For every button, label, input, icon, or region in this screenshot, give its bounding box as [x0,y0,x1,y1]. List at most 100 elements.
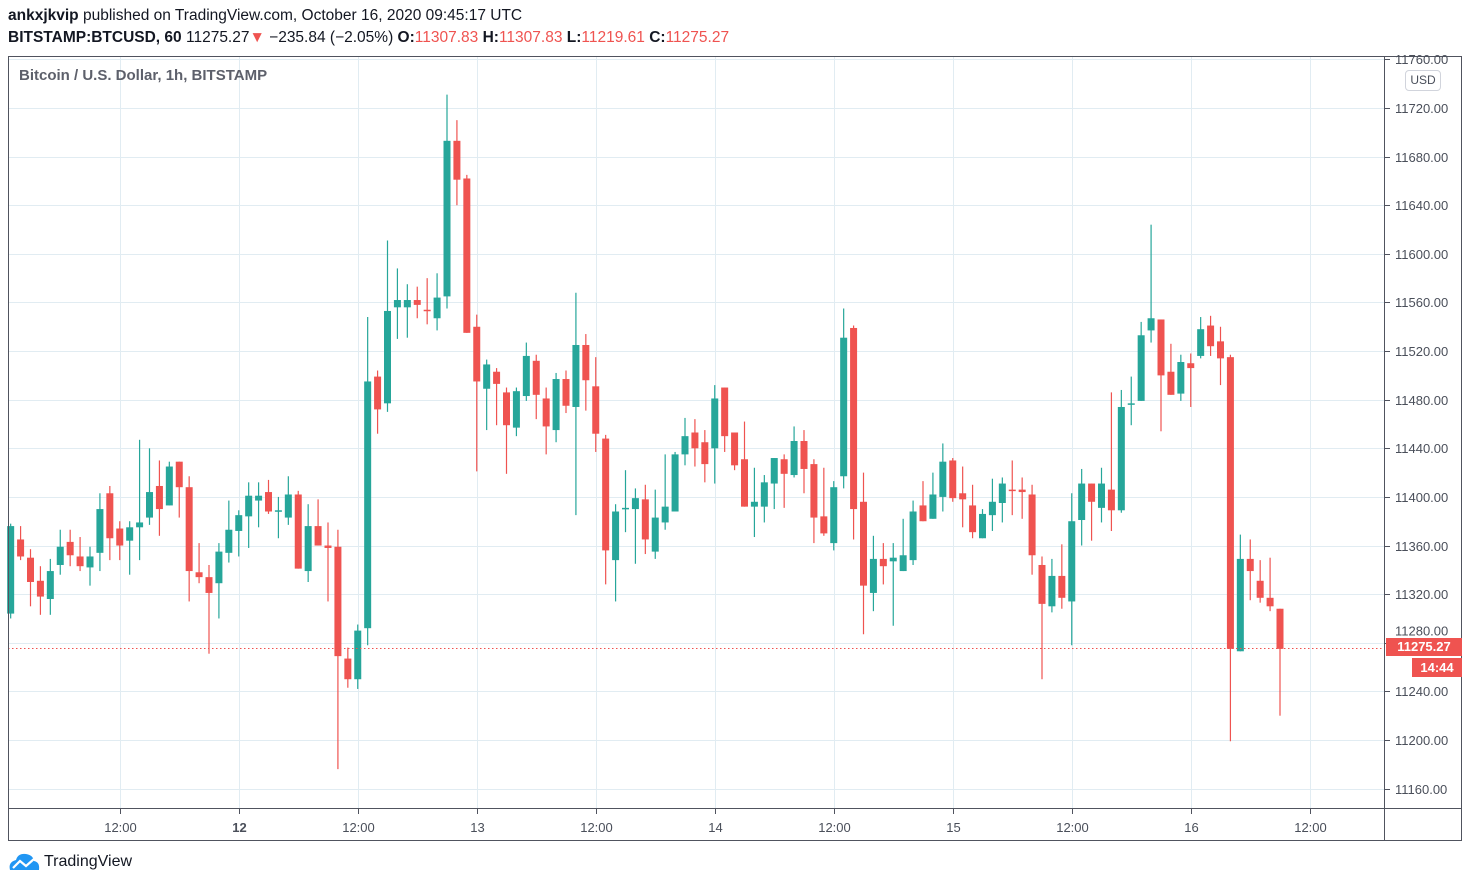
candle-body [443,140,451,297]
candle-down [27,549,34,607]
candle-up [830,481,838,551]
candle-body [552,379,560,431]
price-change: −235.84 (−2.05%) [269,29,394,46]
candle-body [235,515,243,531]
candle-up [1098,467,1105,523]
candle-down [36,566,44,615]
candle-up [760,475,768,523]
time-tick-label: 15 [946,820,960,835]
candle-body [27,557,34,582]
candle-up [572,292,580,516]
price-tick-label: 11520.00 [1395,344,1448,359]
open-label: O: [397,29,415,46]
candle-body [780,459,788,474]
candle-body [205,577,213,593]
candle-down [324,522,332,602]
author-name[interactable]: ankxjkvip [8,7,79,24]
candle-body [959,493,967,500]
time-tick-label: 12:00 [1056,820,1089,835]
candle-body [96,509,104,553]
candles [7,94,1284,770]
candle-down [205,564,213,654]
price-tick-label: 11680.00 [1395,150,1448,165]
candle-up [711,385,719,484]
candle-down [1217,326,1224,386]
candle-body [136,522,144,528]
candle-body [7,526,15,614]
candle-up [136,439,144,561]
time-tick-label: 12:00 [818,820,851,835]
candle-body [750,501,758,507]
time-tick-label: 12:00 [342,820,375,835]
candle-body [661,506,669,523]
high-value: 11307.83 [498,29,563,46]
symbol-label: BITSTAMP:BTCUSD, 60 [8,29,182,46]
candle-down [1157,319,1165,432]
candle-up [750,467,758,538]
tradingview-logo[interactable]: TradingView [8,852,132,872]
candle-body [195,572,203,578]
candle-body [998,483,1006,503]
candle-up [1078,468,1086,546]
candle-body [542,398,550,427]
candle-down [919,481,927,522]
candle-body [681,436,689,455]
candle-up [979,509,986,539]
candle-body [869,558,877,593]
candle-down [493,368,501,426]
candle-up [552,372,560,443]
candle-body [66,541,74,556]
candle-down [1058,544,1066,609]
candle-up [96,493,104,572]
candle-body [503,392,510,426]
candle-down [542,387,550,455]
candle-up [840,308,848,489]
candle-body [225,529,233,553]
price-axis[interactable]: 11160.00 11200.00 11240.00 11280.00 11320.00… [1384,52,1448,797]
candle-body [36,580,44,597]
candle-down [265,479,272,514]
candle-up [255,482,263,528]
candle-body [741,459,748,507]
candle-body [344,658,352,680]
candle-body [304,526,312,572]
candle-up [86,546,94,586]
time-axis[interactable]: 12:00 12 12:00 13 12:00 14 12:00 15 12:00 16 12:00 [104,808,1327,835]
candle-up [393,268,401,339]
candle-body [46,571,54,600]
candle-up [433,273,441,331]
candle-body [1256,580,1264,598]
price-tick-label: 11400.00 [1395,490,1448,505]
candle-up [274,496,282,539]
candle-up [512,387,520,437]
candle-down [1018,477,1026,519]
candle-body [889,557,897,562]
candle-up [146,448,153,525]
candle-down [1207,315,1215,356]
candle-body [354,630,362,680]
candle-up [1137,321,1145,401]
candle-down [413,286,421,319]
candle-body [929,494,937,519]
last-price-label: 11275.27 [1386,638,1462,656]
candle-up [929,472,937,519]
candle-down [1107,392,1115,531]
candle-body [532,360,540,395]
candle-up [869,535,877,612]
candle-body [1058,575,1066,598]
candle-up [631,488,639,564]
candle-body [1197,329,1205,356]
candle-body [483,364,491,389]
candle-down [1088,483,1096,541]
candle-body [146,492,153,518]
price-tick-label: 11240.00 [1395,684,1448,699]
candle-body [1028,494,1036,556]
candle-up [46,558,54,615]
symbol-info: BITSTAMP:BTCUSD, 60 11275.27▼ −235.84 (−… [8,29,729,47]
currency-button[interactable]: USD [1405,70,1441,91]
candle-body [384,310,391,404]
candle-down [1266,557,1274,612]
candle-down [721,387,729,452]
candle-up [215,543,223,619]
